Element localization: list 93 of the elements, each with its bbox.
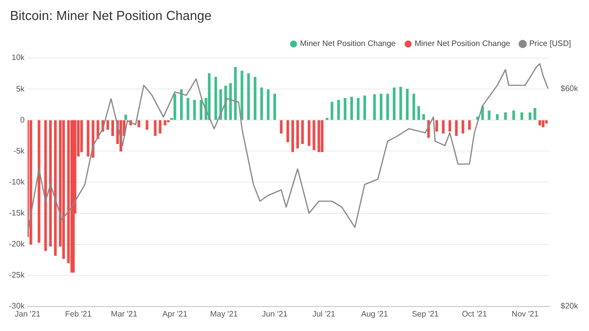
bar [399,86,402,120]
bar [296,120,299,148]
bar [146,120,148,130]
bar [247,73,250,120]
legend-label: Price [USD] [529,39,572,48]
bar [512,110,515,120]
bar [254,76,256,120]
bar [291,120,294,152]
bar [534,108,536,120]
y2-tick-label: $20k [560,302,579,311]
y-tick-label: -5k [13,146,26,156]
bar [158,120,162,134]
legend-label: Miner Net Position Change [414,39,511,48]
bar [488,110,490,120]
bar [301,120,304,144]
bar [80,120,83,152]
y2-tick-label: $60k [560,84,579,93]
bar [286,120,290,142]
bar [356,98,360,120]
bar [214,76,218,120]
legend-label: Miner Net Position Change [300,39,396,48]
x-tick-label: Aug '21 [361,309,389,318]
bar [186,98,190,120]
bar [111,120,114,136]
bar [180,89,183,120]
y-tick-label: -25k [9,270,26,280]
bar [62,120,65,259]
bar [455,120,458,136]
bar [468,120,471,130]
bar [54,120,57,256]
x-tick-label: Jul '21 [312,309,336,318]
bar [373,94,376,120]
y-tick-label: -30k [9,302,26,311]
bar [528,112,532,120]
y-tick-label: -10k [9,177,26,186]
y-tick-label: 5k [16,84,26,94]
x-tick-label: Mar '21 [110,309,138,318]
bar [504,112,507,120]
bar [273,94,276,120]
y-tick-label: -15k [9,208,26,218]
bar [154,120,157,136]
x-tick-label: May '21 [210,309,238,318]
y-tick-label: -20k [9,240,26,249]
bar [496,114,499,120]
y-tick-label: 0 [20,115,26,124]
x-tick-label: Sep '21 [412,309,440,318]
bar [363,96,366,120]
bar [260,87,263,120]
bar [234,66,237,120]
bar [280,120,283,134]
x-tick-label: Oct '21 [462,309,488,318]
x-tick-label: Jan '21 [14,309,41,318]
bar [330,102,334,120]
bar [44,120,47,251]
bar [200,100,202,120]
x-tick-label: Feb '21 [65,309,92,318]
bar [164,120,166,126]
bar [124,114,128,120]
bar [386,94,389,120]
bar [312,120,316,150]
bar [542,120,544,128]
bar [520,112,524,120]
chart-title: Bitcoin: Miner Net Position Change [10,8,212,23]
bar [350,96,353,120]
bar [462,120,464,134]
bar [448,120,452,132]
bar [406,88,409,120]
bar [193,100,196,120]
bar [229,83,232,120]
bar [417,106,420,120]
bar [266,89,270,120]
bar [320,120,324,152]
x-tick-label: Nov '21 [512,309,540,318]
bar [174,94,176,120]
bar [380,94,382,120]
bar [538,120,542,126]
bar [392,87,396,120]
bar [422,114,425,120]
bar [240,70,244,120]
bar [138,120,140,128]
bar [86,120,90,156]
bar [344,98,346,120]
bar [318,120,320,152]
bar [412,94,416,120]
bar [435,120,438,132]
x-tick-label: Apr '21 [162,309,188,318]
bar [308,120,310,146]
y-tick-label: 10k [12,53,26,62]
bar [38,120,40,243]
x-tick-label: Jun '21 [262,309,288,318]
bar [49,120,52,246]
bar [337,100,340,120]
bar [442,120,445,134]
